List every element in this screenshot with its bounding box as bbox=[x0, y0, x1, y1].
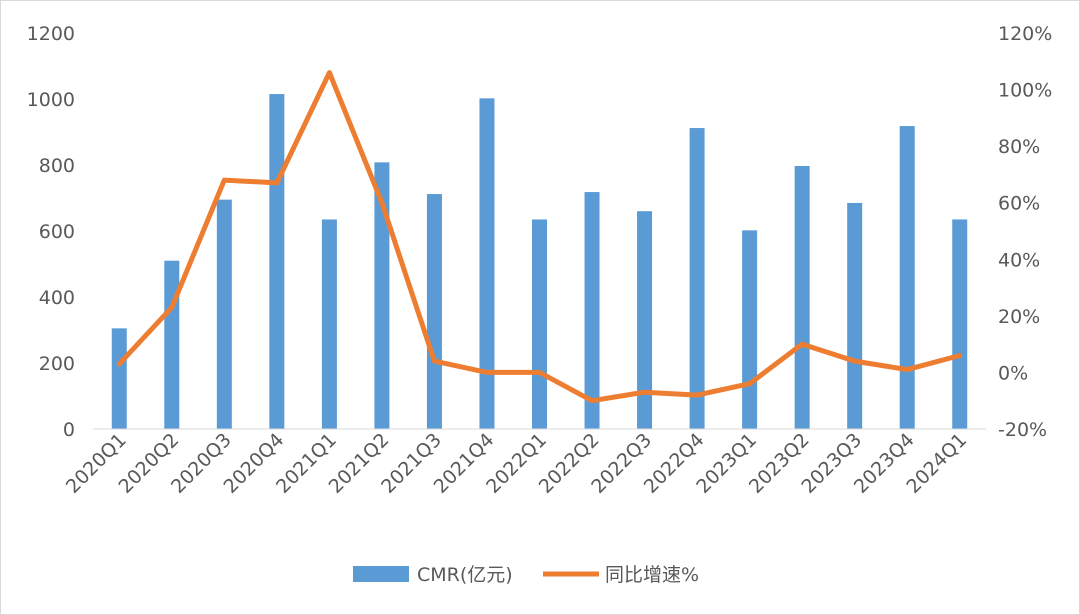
bar bbox=[952, 219, 968, 429]
bar bbox=[584, 192, 600, 429]
legend: CMR(亿元) 同比增速% bbox=[353, 564, 699, 586]
bar bbox=[689, 128, 705, 429]
bar-series-cmr bbox=[111, 94, 968, 430]
bar bbox=[111, 328, 127, 429]
right-tick-label: 0% bbox=[998, 362, 1028, 384]
right-tick-label: -20% bbox=[998, 419, 1047, 441]
bar bbox=[164, 260, 180, 429]
left-tick-label: 600 bbox=[39, 221, 75, 243]
x-axis: 2020Q12020Q22020Q32020Q42021Q12021Q22021… bbox=[62, 429, 971, 498]
bar bbox=[216, 199, 232, 429]
bar bbox=[637, 211, 653, 429]
bar bbox=[742, 230, 758, 429]
bar bbox=[794, 165, 810, 430]
right-tick-label: 120% bbox=[998, 23, 1052, 45]
legend-label-growth: 同比增速% bbox=[605, 564, 699, 586]
bar bbox=[374, 162, 390, 430]
right-y-axis: -20% 0% 20% 40% 60% 80% 100% 120% bbox=[998, 23, 1052, 441]
bar bbox=[847, 202, 863, 429]
bar bbox=[321, 219, 337, 429]
bar bbox=[899, 126, 915, 429]
left-y-axis: 0 200 400 600 800 1000 1200 bbox=[27, 23, 75, 441]
right-tick-label: 80% bbox=[998, 136, 1040, 158]
left-tick-label: 1200 bbox=[27, 23, 75, 45]
line-series-growth bbox=[116, 70, 963, 404]
right-tick-label: 100% bbox=[998, 80, 1052, 102]
bar bbox=[532, 219, 547, 429]
legend-swatch-cmr bbox=[353, 566, 409, 582]
growth-line bbox=[116, 70, 963, 404]
left-tick-label: 0 bbox=[63, 419, 75, 441]
right-tick-label: 60% bbox=[998, 193, 1040, 215]
bar bbox=[269, 94, 285, 430]
left-tick-label: 200 bbox=[39, 353, 75, 375]
bar bbox=[479, 98, 495, 429]
left-tick-label: 1000 bbox=[27, 89, 75, 111]
right-tick-label: 20% bbox=[998, 306, 1040, 328]
right-tick-label: 40% bbox=[998, 249, 1040, 271]
bar bbox=[426, 194, 442, 429]
left-tick-label: 400 bbox=[39, 287, 75, 309]
legend-label-cmr: CMR(亿元) bbox=[417, 564, 513, 586]
left-tick-label: 800 bbox=[39, 155, 75, 177]
